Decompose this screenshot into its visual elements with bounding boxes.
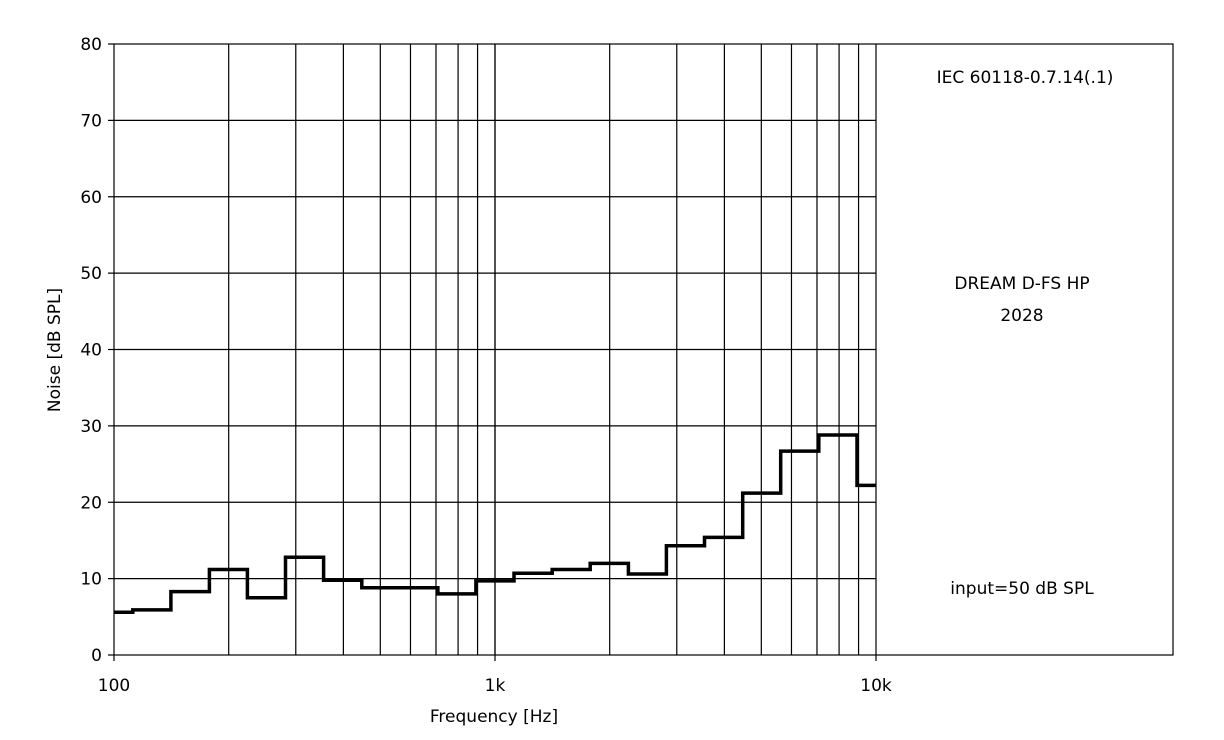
- x-tick-label: 10k: [860, 676, 892, 696]
- plot-area-border: [113, 43, 1174, 656]
- input-level-annotation: input=50 dB SPL: [950, 579, 1094, 599]
- series-group: [114, 433, 876, 614]
- y-tick-label: 60: [80, 188, 102, 208]
- horizontal-gridlines: [114, 119, 876, 580]
- y-tick-label: 70: [80, 111, 102, 131]
- x-tick-labels: 100 1k 10k: [98, 676, 892, 696]
- x-axis-label: Frequency [Hz]: [430, 707, 558, 727]
- x-tick-label: 100: [98, 676, 130, 696]
- device-code-annotation: 2028: [1000, 306, 1043, 326]
- y-tick-label: 20: [80, 493, 102, 513]
- standard-annotation: IEC 60118-0.7.14(.1): [937, 68, 1114, 88]
- y-tick-label: 40: [80, 341, 102, 361]
- y-tick-label: 50: [80, 264, 102, 284]
- tick-marks: [108, 43, 877, 661]
- y-tick-label: 10: [80, 570, 102, 590]
- device-name-annotation: DREAM D-FS HP: [954, 274, 1089, 294]
- y-tick-label: 30: [80, 417, 102, 437]
- y-axis-label: Noise [dB SPL]: [45, 288, 65, 412]
- x-tick-label: 1k: [485, 676, 506, 696]
- y-tick-label: 80: [80, 35, 102, 55]
- noise-series-line: [114, 433, 876, 614]
- y-tick-label: 0: [91, 646, 102, 666]
- y-tick-labels: 0 10 20 30 40 50 60 70 80: [80, 35, 102, 666]
